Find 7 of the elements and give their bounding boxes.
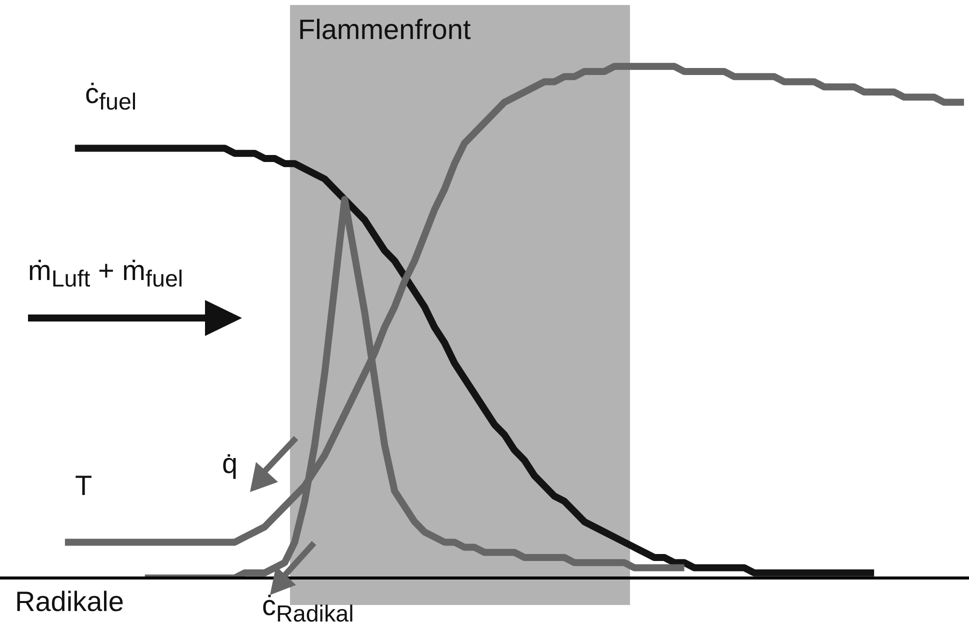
annotation: q̇ — [222, 448, 238, 480]
text: Flammenfront — [298, 14, 471, 46]
text: Radikale — [15, 586, 124, 618]
text: ċ$_{Radikal}$ — [262, 590, 354, 629]
annotation: ṁ$_{Luft}$ + ṁ$_{fuel}$ — [28, 255, 184, 294]
series-label: T — [75, 470, 92, 502]
series-label: ċ$_{fuel}$ — [85, 78, 137, 117]
